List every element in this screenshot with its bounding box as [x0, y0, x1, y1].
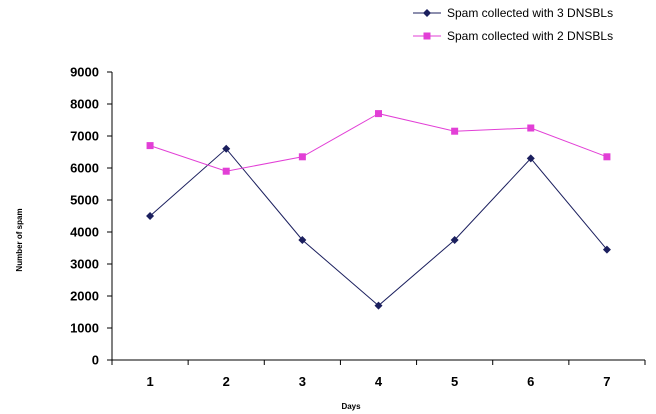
x-tick-label: 4 — [375, 374, 383, 389]
y-tick-label: 7000 — [70, 129, 99, 144]
y-tick-label: 3000 — [70, 257, 99, 272]
y-tick-label: 8000 — [70, 97, 99, 112]
data-point — [146, 212, 155, 220]
data-point — [450, 236, 459, 244]
series-line — [149, 113, 608, 172]
y-tick-label: 2000 — [70, 289, 99, 304]
legend-item-2: Spam collected with 2 DNSBLs — [413, 29, 613, 43]
data-point — [298, 236, 307, 244]
y-axis-title: Number of spam — [15, 208, 24, 271]
x-tick-label: 1 — [146, 374, 153, 389]
legend-item-1: Spam collected with 3 DNSBLs — [413, 6, 613, 20]
x-axis: 1 2 3 4 5 6 7 — [111, 359, 646, 389]
y-tick-label: 0 — [92, 353, 99, 368]
data-point — [526, 154, 535, 163]
x-tick-label: 6 — [527, 374, 534, 389]
series-line — [149, 148, 608, 307]
legend: Spam collected with 3 DNSBLs Spam collect… — [413, 6, 613, 43]
x-tick-label: 2 — [223, 374, 230, 389]
data-point — [222, 144, 231, 153]
data-point — [298, 153, 306, 161]
data-point — [527, 124, 535, 132]
legend-label: Spam collected with 3 DNSBLs — [447, 6, 613, 20]
x-tick-label: 7 — [603, 374, 610, 389]
y-tick-label: 4000 — [70, 225, 99, 240]
y-tick-label: 9000 — [70, 65, 99, 80]
legend-marker — [423, 9, 431, 17]
series-2 — [146, 110, 611, 175]
x-axis-title: Days — [341, 402, 361, 411]
x-tick-label: 5 — [451, 374, 458, 389]
y-tick-label: 6000 — [70, 161, 99, 176]
series-layer — [146, 110, 611, 310]
data-point — [146, 142, 154, 150]
data-point — [602, 245, 611, 254]
y-axis: 0 1000 2000 3000 4000 5000 6000 7000 8000 9000 — [70, 65, 113, 368]
data-point — [603, 153, 611, 161]
series-1 — [146, 144, 611, 310]
legend-label: Spam collected with 2 DNSBLs — [447, 29, 613, 43]
data-point — [374, 301, 383, 310]
y-tick-label: 1000 — [70, 321, 99, 336]
data-point — [222, 167, 230, 175]
x-tick-label: 3 — [299, 374, 306, 389]
data-point — [451, 127, 459, 135]
data-point — [375, 110, 382, 118]
legend-marker — [423, 32, 431, 40]
y-tick-label: 5000 — [70, 193, 99, 208]
